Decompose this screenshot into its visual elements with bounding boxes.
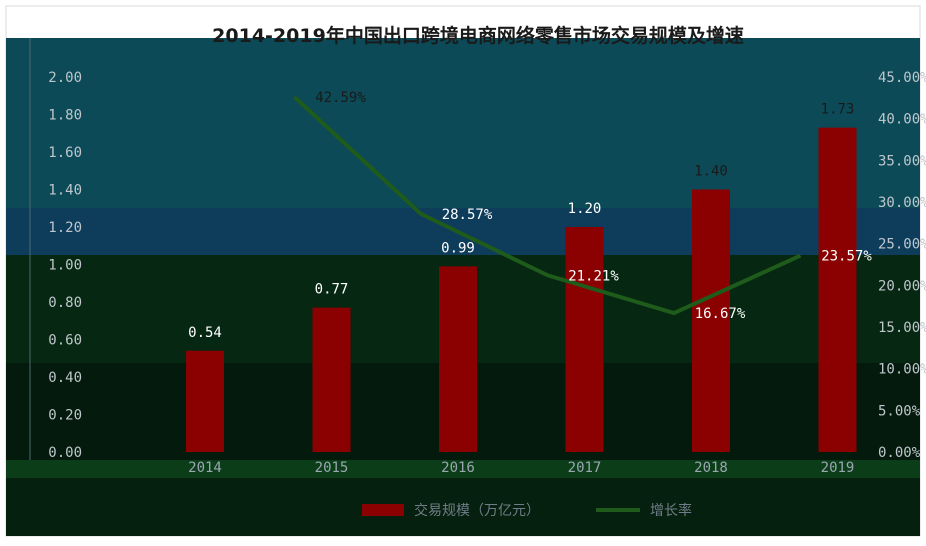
line-point-label: 42.59% <box>315 90 366 106</box>
left-tick-label: 1.00 <box>48 258 82 274</box>
left-tick-label: 2.00 <box>48 70 82 86</box>
bar <box>439 266 477 452</box>
category-labels: 2014 2015 2016 2017 2018 2019 <box>188 460 854 476</box>
line-point-label: 23.57% <box>821 249 872 265</box>
line-series: 42.59% 28.57% 21.21% 16.67% 23.57% <box>293 90 872 322</box>
bar-value-label: 1.73 <box>821 102 855 118</box>
growth-line <box>293 95 802 316</box>
bar <box>692 189 730 452</box>
right-tick-label: 0.00% <box>878 445 921 461</box>
left-tick-label: 1.80 <box>48 108 82 124</box>
left-tick-label: 0.40 <box>48 370 82 386</box>
line-point-label: 16.67% <box>695 306 746 322</box>
left-tick-label: 1.60 <box>48 145 82 161</box>
legend: 交易规模（万亿元） 增长率 <box>362 502 692 519</box>
bar-value-label: 0.77 <box>315 282 349 298</box>
chart-title: 2014-2019年中国出口跨境电商网络零售市场交易规模及增速 <box>212 24 744 47</box>
bar <box>312 307 351 452</box>
left-tick-label: 1.40 <box>48 183 82 199</box>
right-axis-ticks: 0.00% 5.00% 10.00% 15.00% 20.00% 25.00% 30.00%… <box>878 70 926 461</box>
bar <box>565 227 604 452</box>
left-tick-label: 0.80 <box>48 295 82 311</box>
right-tick-label: 45.00% <box>878 70 926 86</box>
bar <box>186 350 224 452</box>
left-tick-label: 0.20 <box>48 408 82 424</box>
right-tick-label: 15.00% <box>878 320 926 336</box>
bar-value-label: 0.99 <box>441 240 475 256</box>
bar-value-label: 0.54 <box>188 325 222 341</box>
legend-label-line: 增长率 <box>650 502 692 519</box>
line-point-label: 21.21% <box>568 268 619 284</box>
category-label: 2016 <box>441 460 475 476</box>
right-tick-label: 25.00% <box>878 237 926 253</box>
band-top <box>6 38 920 208</box>
right-tick-label: 35.00% <box>878 153 926 169</box>
right-tick-label: 40.00% <box>878 112 926 128</box>
bar <box>818 127 857 452</box>
band-legend <box>6 478 920 536</box>
bar-value-label: 1.40 <box>694 164 728 180</box>
left-axis-ticks: 0.00 0.20 0.40 0.60 0.80 1.00 1.20 1.40 1.60 1.80… <box>48 70 82 461</box>
line-point-label: 28.57% <box>442 207 493 223</box>
left-tick-label: 1.20 <box>48 220 82 236</box>
legend-swatch-bar <box>362 504 404 516</box>
category-label: 2018 <box>694 460 728 476</box>
band-axis <box>6 460 920 478</box>
right-tick-label: 30.00% <box>878 195 926 211</box>
bar-value-label: 1.20 <box>568 201 602 217</box>
left-tick-label: 0.60 <box>48 333 82 349</box>
band-upper-mid <box>6 208 920 255</box>
bar-series: 0.54 0.77 0.99 1.20 1.40 1.73 <box>186 102 857 452</box>
right-tick-label: 20.00% <box>878 278 926 294</box>
category-label: 2017 <box>568 460 602 476</box>
category-label: 2019 <box>821 460 855 476</box>
category-label: 2015 <box>315 460 349 476</box>
left-tick-label: 0.00 <box>48 445 82 461</box>
right-tick-label: 5.00% <box>878 403 921 419</box>
right-tick-label: 10.00% <box>878 362 926 378</box>
category-label: 2014 <box>188 460 222 476</box>
legend-label-bar: 交易规模（万亿元） <box>414 502 540 519</box>
